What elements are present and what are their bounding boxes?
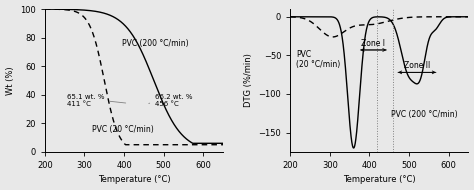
X-axis label: Temperature (°C): Temperature (°C) [98, 175, 170, 184]
Y-axis label: DTG (%/min): DTG (%/min) [244, 54, 253, 107]
Y-axis label: Wt (%): Wt (%) [6, 66, 15, 95]
Text: PVC (200 °C/min): PVC (200 °C/min) [391, 110, 458, 119]
Text: Zone II: Zone II [404, 61, 430, 70]
Text: PVC (20 °C/min): PVC (20 °C/min) [91, 125, 154, 134]
Text: PVC
(20 °C/min): PVC (20 °C/min) [296, 50, 340, 69]
X-axis label: Temperature (°C): Temperature (°C) [343, 175, 416, 184]
Text: PVC (200 °C/min): PVC (200 °C/min) [122, 39, 189, 48]
Text: 66.2 wt. %
456 °C: 66.2 wt. % 456 °C [149, 94, 192, 107]
Text: 65.1 wt. %
411 °C: 65.1 wt. % 411 °C [67, 94, 126, 107]
Text: Zone I: Zone I [361, 39, 385, 48]
